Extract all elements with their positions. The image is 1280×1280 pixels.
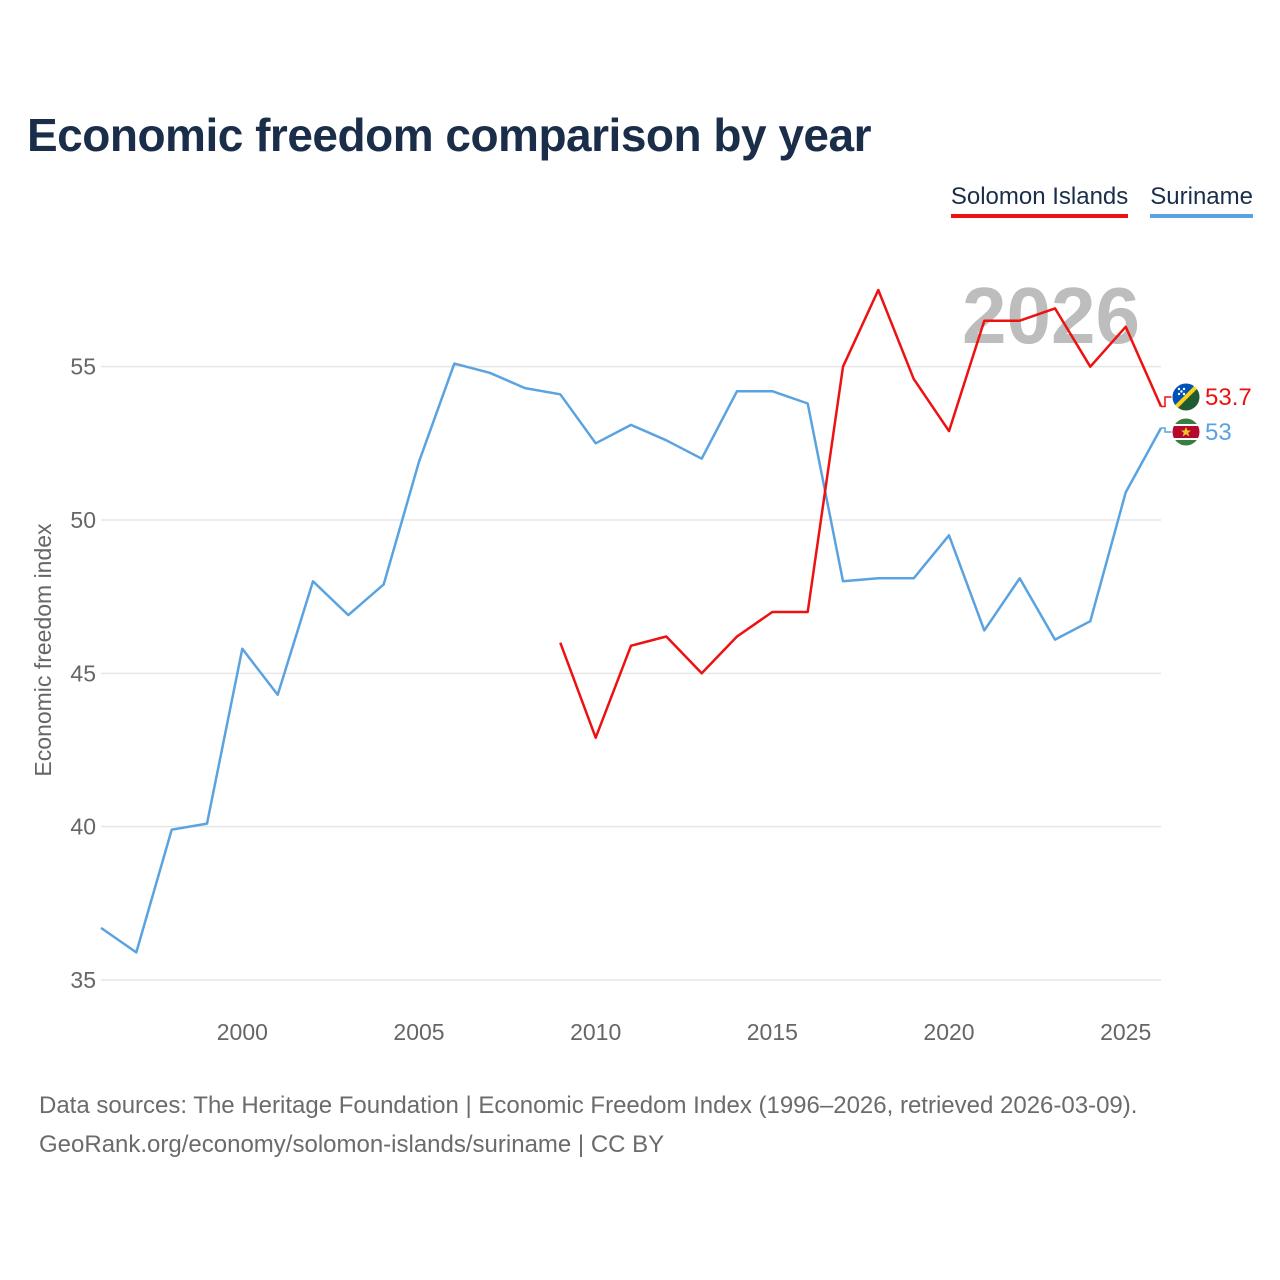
source-line-2[interactable]: GeoRank.org/economy/solomon-islands/suri…: [39, 1131, 665, 1158]
x-tick-label: 2005: [393, 1019, 444, 1045]
x-tick-label: 2010: [570, 1019, 621, 1045]
y-tick-label: 50: [70, 507, 96, 533]
chart-title: Economic freedom comparison by year: [27, 109, 872, 161]
line-chart: 35 40 45 50 55 2000 2005 2010 2015 2020 2025 Econom…: [30, 271, 1252, 1045]
legend-item-solomon-islands[interactable]: Solomon Islands: [950, 183, 1129, 218]
y-tick-label: 40: [70, 814, 96, 840]
y-tick-label: 45: [70, 660, 96, 686]
end-value-label: 53: [1205, 419, 1232, 446]
end-value-label: 53.7: [1205, 384, 1252, 411]
series-line-solomon-islands: [559, 288, 1163, 739]
source-line-1: Data sources: The Heritage Foundation | …: [39, 1092, 1138, 1119]
x-tick-label: 2015: [747, 1019, 798, 1045]
end-connector: [1161, 396, 1172, 408]
end-connector: [1161, 427, 1172, 433]
legend-item-suriname[interactable]: Suriname: [1150, 183, 1253, 218]
suriname-flag: [1171, 417, 1201, 447]
x-tick-label: 2020: [923, 1019, 974, 1045]
x-tick-label: 2000: [217, 1019, 268, 1045]
y-tick-label: 55: [70, 354, 96, 380]
y-axis-label: Economic freedom index: [30, 523, 56, 777]
series-line-suriname: [100, 362, 1163, 954]
x-tick-label: 2025: [1100, 1019, 1151, 1045]
solomon-islands-flag: [1171, 382, 1201, 412]
y-tick-label: 35: [70, 967, 96, 993]
year-watermark: 2026: [962, 271, 1140, 360]
legend: Solomon Islands Suriname: [950, 183, 1253, 218]
source-note: Data sources: The Heritage Foundation | …: [39, 1086, 1137, 1164]
